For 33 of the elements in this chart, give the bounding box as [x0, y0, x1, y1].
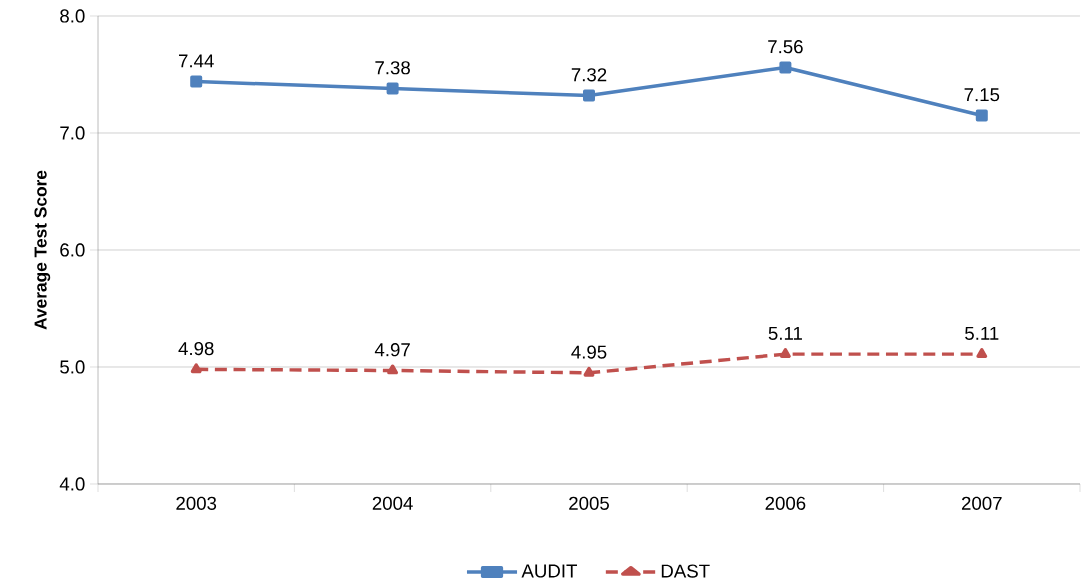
y-tick-label: 8.0	[60, 9, 85, 23]
point	[975, 109, 988, 122]
data-label: 5.11	[768, 326, 802, 340]
x-tick-label: 2004	[372, 496, 413, 510]
point	[387, 364, 399, 375]
x-tick-label: 2003	[176, 496, 217, 510]
y-tick-label: 4.0	[59, 477, 85, 491]
point	[190, 75, 203, 88]
data-label: 4.97	[374, 343, 410, 357]
y-tick-label: 6.0	[60, 243, 85, 257]
point	[779, 61, 792, 74]
data-label: 7.32	[571, 68, 607, 82]
y-tick-label: 5.0	[60, 360, 85, 374]
point	[583, 366, 595, 377]
point	[779, 348, 791, 358]
data-label: 7.38	[375, 61, 410, 75]
x-tick-label: 2006	[765, 496, 806, 510]
y-tick-label: 7.0	[60, 126, 85, 140]
x-tick-label: 2007	[961, 496, 1002, 510]
data-label: 7.15	[964, 88, 1000, 102]
point	[582, 89, 596, 102]
data-label: 4.95	[571, 345, 607, 359]
point	[190, 363, 202, 374]
point	[386, 82, 399, 95]
point	[976, 348, 988, 358]
legend-label: DAST	[661, 564, 710, 578]
y-axis-title: Average Test Score	[34, 170, 51, 330]
data-label: 7.56	[768, 40, 803, 54]
data-label: 5.11	[965, 326, 999, 340]
data-label: 4.98	[178, 341, 214, 356]
x-tick-label: 2005	[569, 496, 609, 510]
data-label: 7.44	[179, 54, 214, 68]
legend-label: AUDIT	[521, 564, 578, 578]
